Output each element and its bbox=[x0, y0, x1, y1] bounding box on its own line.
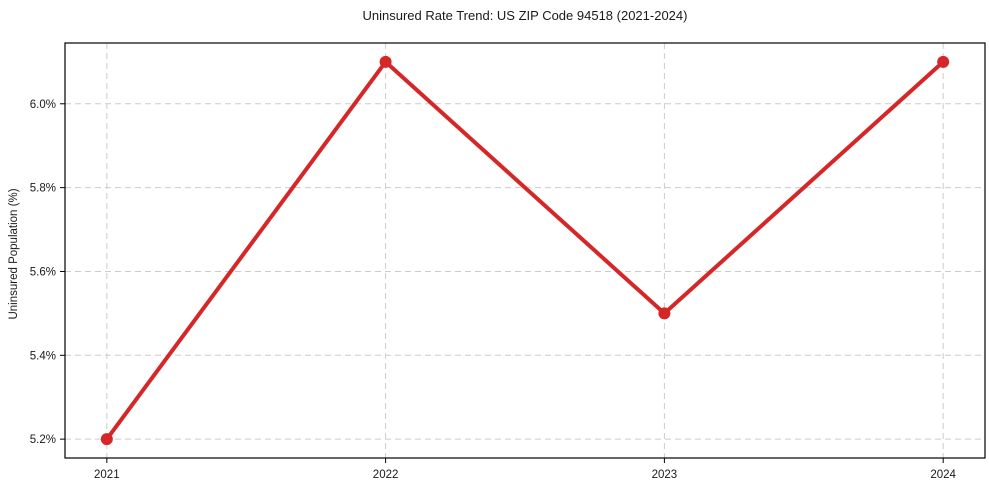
y-tick-label: 6.0% bbox=[30, 99, 56, 111]
plot-border bbox=[64, 42, 986, 459]
y-tick-label: 5.2% bbox=[30, 434, 56, 446]
data-point-2023 bbox=[658, 307, 671, 320]
x-tick-label: 2022 bbox=[373, 469, 399, 481]
trend-line bbox=[104, 59, 946, 442]
y-tick-label: 5.4% bbox=[30, 350, 56, 362]
data-point-2022 bbox=[379, 55, 392, 68]
x-tick-label: 2024 bbox=[930, 469, 956, 481]
data-point-2024 bbox=[937, 55, 950, 68]
y-tick-label: 5.8% bbox=[30, 183, 56, 195]
x-tick-label: 2023 bbox=[652, 469, 678, 481]
data-point-2021 bbox=[100, 433, 113, 446]
y-tick-label: 5.6% bbox=[30, 266, 56, 278]
x-tick-label: 2021 bbox=[94, 469, 120, 481]
chart-title: Uninsured Rate Trend: US ZIP Code 94518 … bbox=[362, 8, 688, 23]
